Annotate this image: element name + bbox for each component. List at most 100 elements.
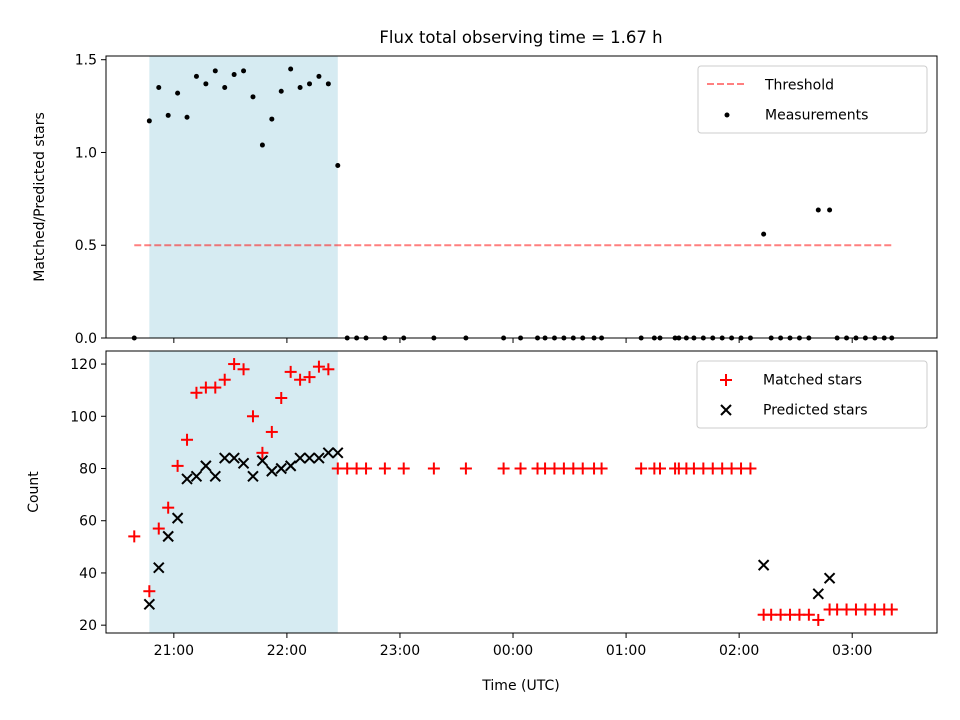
predicted-point [256, 454, 269, 467]
measurement-point [203, 81, 209, 87]
predicted-point [757, 559, 770, 571]
predicted-point [153, 562, 165, 574]
top-axes: 0.0 0.5 1.0 1.5 Matched/Predicted stars Thr… [32, 53, 938, 347]
measurement-point [165, 112, 171, 118]
measurement-point [288, 66, 294, 72]
measurement-point [146, 118, 152, 124]
bottom-x-tick-label: 22:00 [267, 643, 307, 659]
top-legend-frame [697, 65, 928, 134]
top-legend: Threshold Measurements [697, 65, 928, 134]
predicted-point [332, 447, 344, 459]
top-y-tick-label: 1.0 [75, 145, 97, 161]
bottom-y-tick-label: 60 [79, 514, 97, 530]
measurement-point [222, 85, 228, 91]
legend-measurements-swatch [724, 112, 730, 118]
top-y-axis-label: Matched/Predicted stars [32, 112, 48, 282]
matched-point [459, 462, 472, 475]
measurement-point [316, 73, 322, 79]
bottom-axes-frame [105, 350, 938, 634]
measurement-point [335, 162, 341, 168]
bottom-y-ticks: 20 40 60 80 100 120 [70, 357, 106, 634]
predicted-point [303, 452, 316, 464]
matched-point [171, 459, 184, 472]
matched-point [190, 386, 203, 399]
top-y-tick-label: 0.0 [75, 331, 97, 347]
bottom-x-tick-label: 21:00 [154, 643, 194, 659]
matched-point [885, 603, 898, 616]
bottom-y-tick-label: 100 [70, 409, 97, 425]
bottom-x-tick-label: 03:00 [832, 643, 872, 659]
matched-point [228, 358, 241, 371]
predicted-point [823, 572, 836, 584]
predicted-point [812, 588, 824, 600]
matched-point [635, 462, 648, 475]
matched-point [143, 585, 156, 598]
legend-matched-swatch [720, 374, 732, 386]
measurement-point [175, 90, 181, 96]
bottom-y-tick-label: 120 [70, 357, 97, 373]
predicted-point [247, 470, 259, 483]
predicted-point [266, 465, 278, 477]
matched-point [812, 613, 825, 626]
bottom-x-tick-label: 00:00 [493, 643, 533, 659]
measurement-point [193, 73, 199, 79]
measurement-point [761, 231, 767, 237]
measurement-point [259, 142, 265, 148]
measurement-point [250, 94, 256, 100]
predicted-point [171, 512, 184, 524]
matched-point [497, 462, 510, 475]
measurement-point [269, 116, 275, 122]
top-y-tick-label: 0.5 [75, 238, 97, 254]
matched-point [256, 446, 269, 459]
bottom-legend-frame [696, 360, 928, 429]
bottom-y-tick-label: 40 [79, 566, 97, 582]
matched-point [654, 462, 666, 475]
bottom-axes: 20 40 60 80 100 120 21:00 22:00 23:00 00:00 01:00… [26, 350, 938, 694]
matched-point [303, 371, 316, 384]
matched-point [744, 462, 757, 475]
measurement-point [212, 68, 218, 74]
measurement-point [827, 207, 833, 213]
matched-point [294, 373, 307, 386]
matched-point [576, 462, 589, 475]
matched-points [128, 358, 898, 626]
matched-point [218, 373, 231, 386]
chart-title: Flux total observing time = 1.67 h [379, 28, 662, 47]
predicted-point [275, 462, 287, 475]
predicted-point [143, 598, 156, 610]
bottom-x-tick-label: 01:00 [606, 643, 646, 659]
matched-point [246, 410, 259, 423]
bottom-x-tick-label: 23:00 [380, 643, 420, 659]
matched-point [802, 608, 815, 621]
matched-point [427, 462, 440, 475]
legend-predicted-swatch [720, 404, 732, 416]
predicted-point [237, 457, 250, 469]
bottom-x-tick-label: 02:00 [719, 643, 759, 659]
predicted-point [181, 473, 193, 485]
bottom-y-tick-label: 20 [79, 618, 97, 634]
matched-point [209, 381, 222, 394]
measurement-point [231, 72, 237, 78]
top-axes-frame [105, 55, 938, 339]
matched-point [128, 530, 141, 543]
measurement-point [241, 68, 247, 74]
legend-measurements-label: Measurements [765, 108, 868, 124]
top-y-ticks: 0.0 0.5 1.0 1.5 [75, 53, 106, 347]
matched-point [514, 462, 527, 475]
top-shaded-interval [149, 56, 338, 338]
x-axis-label: Time (UTC) [481, 678, 559, 694]
bottom-x-ticks: 21:00 22:00 23:00 00:00 01:00 02:00 03:00 [154, 633, 872, 659]
bottom-shaded-interval [149, 351, 338, 633]
measurement-point [156, 85, 162, 91]
matched-point [378, 462, 391, 475]
bottom-y-axis-label: Count [26, 471, 42, 513]
matched-point [360, 462, 373, 475]
bottom-legend: Matched stars Predicted stars [696, 360, 928, 429]
top-y-tick-label: 1.5 [75, 53, 97, 69]
measurement-point [184, 114, 190, 120]
predicted-point [190, 470, 203, 483]
matched-point [152, 522, 165, 535]
legend-threshold-label: Threshold [764, 78, 834, 94]
measurement-point [307, 81, 313, 87]
